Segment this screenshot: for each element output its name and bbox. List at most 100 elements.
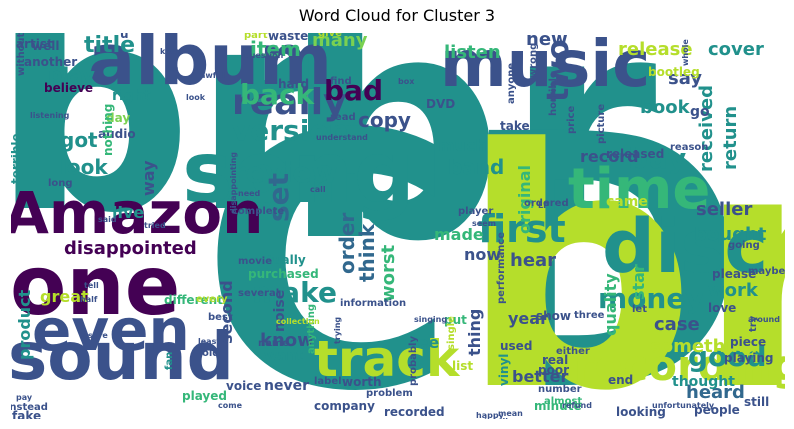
word-show: show <box>536 309 571 323</box>
word-happy: happy <box>476 411 505 419</box>
word-awful: awful <box>200 71 225 80</box>
word-band: band <box>448 155 504 179</box>
word-dvd: DVD <box>426 97 455 111</box>
word-try: try <box>748 315 759 332</box>
word-order: order <box>335 213 359 274</box>
word-every: every <box>196 294 228 305</box>
word-tell: tell <box>84 281 99 290</box>
word-quality: quality <box>601 273 620 336</box>
word-put: put <box>444 313 467 327</box>
word-find: find <box>330 76 352 87</box>
word-mean: mean <box>498 409 523 418</box>
word-music: music <box>440 33 650 102</box>
word-lot: lot <box>166 65 178 74</box>
word-new: new <box>526 33 568 50</box>
word-disc: disc <box>602 204 768 290</box>
word-use: use <box>724 417 748 419</box>
word-two: two <box>541 39 576 102</box>
word-bad: bad <box>324 74 383 107</box>
word-cloud-area: br br CD br song album music one Amazon sound even… <box>11 33 785 419</box>
word-please: please <box>712 267 756 281</box>
word-box: box <box>398 77 415 86</box>
word-player: player <box>458 206 493 217</box>
word-wrong: wrong <box>528 43 539 78</box>
word-live: live <box>112 203 144 222</box>
word-purchased: purchased <box>248 267 319 281</box>
word-amazon: Amazon <box>11 179 263 247</box>
word-best: best <box>208 312 233 323</box>
word-great: great <box>40 287 89 306</box>
word-copy: copy <box>358 108 411 132</box>
word-someone: someone <box>628 415 689 419</box>
word-got: got <box>60 128 98 152</box>
word-item: item <box>250 37 301 61</box>
word-way: way <box>139 160 158 196</box>
word-price: price <box>566 106 577 134</box>
figure-title: Word Cloud for Cluster 3 <box>298 6 496 25</box>
word-used: used <box>500 339 532 353</box>
word-playing: playing <box>724 351 774 365</box>
word-play: play <box>48 63 95 87</box>
word-keep: keep <box>160 47 182 56</box>
word-movie: movie <box>238 256 272 267</box>
word-second: second <box>217 280 236 344</box>
word-buy: buy <box>628 142 686 175</box>
word-take: take <box>500 119 530 133</box>
word-look: look <box>186 93 206 102</box>
word-right: right <box>112 88 151 104</box>
word-probably: probably <box>408 336 419 386</box>
word-cd: CD <box>200 60 747 419</box>
word-noise: noise <box>272 290 288 332</box>
word-worth: worth <box>342 375 382 389</box>
word-hear: hear <box>510 250 556 271</box>
word-performance: performance <box>496 232 507 304</box>
word-release: release <box>618 39 693 60</box>
word-say: say <box>668 68 702 89</box>
word-u: u <box>120 33 129 41</box>
word-time: time <box>568 157 710 222</box>
word-anything: anything <box>306 304 317 354</box>
word-several: several <box>238 288 279 299</box>
word-go: go <box>690 104 710 120</box>
word-first: first <box>478 207 566 251</box>
word-set: set <box>262 173 295 222</box>
word-least: least <box>198 337 220 346</box>
word-came: came <box>606 194 648 210</box>
word-thought: thought <box>672 374 735 390</box>
word-company: company <box>314 399 375 413</box>
word-picture: picture <box>596 104 607 144</box>
word-love: love <box>708 301 736 315</box>
word-better: better <box>512 367 568 386</box>
word-heard: heard <box>686 382 745 403</box>
word-totally: totally <box>484 417 514 419</box>
word-record: record <box>580 147 639 166</box>
word-instead: instead <box>11 402 48 413</box>
word-version: version <box>232 114 348 147</box>
word-believe: believe <box>44 81 93 95</box>
word-without: without <box>16 33 27 76</box>
word-collection: collection <box>276 317 320 326</box>
word-trying: trying <box>333 317 342 344</box>
word-three: three <box>574 310 605 321</box>
word-nothing: nothing <box>101 104 115 156</box>
word-listen: listen <box>444 42 501 63</box>
word-worst: worst <box>378 244 399 302</box>
word-audio: audio <box>98 127 136 141</box>
word-refund: refund <box>562 401 592 410</box>
word-question: question <box>244 51 284 60</box>
word-now: now <box>464 245 501 264</box>
word-well: well <box>32 39 59 53</box>
word-fake: fake <box>12 409 41 419</box>
word-original: original <box>515 165 534 234</box>
word-real: real <box>542 353 568 367</box>
word-fan: fan <box>164 352 175 370</box>
word-number: number <box>538 384 582 395</box>
word-work: work <box>708 280 759 301</box>
word-let: let <box>632 304 647 315</box>
word-people: people <box>694 403 740 417</box>
word-album: album <box>88 33 332 101</box>
word-still: still <box>744 395 769 409</box>
word-whole: whole <box>681 39 690 66</box>
word-tried: tried <box>144 221 166 230</box>
